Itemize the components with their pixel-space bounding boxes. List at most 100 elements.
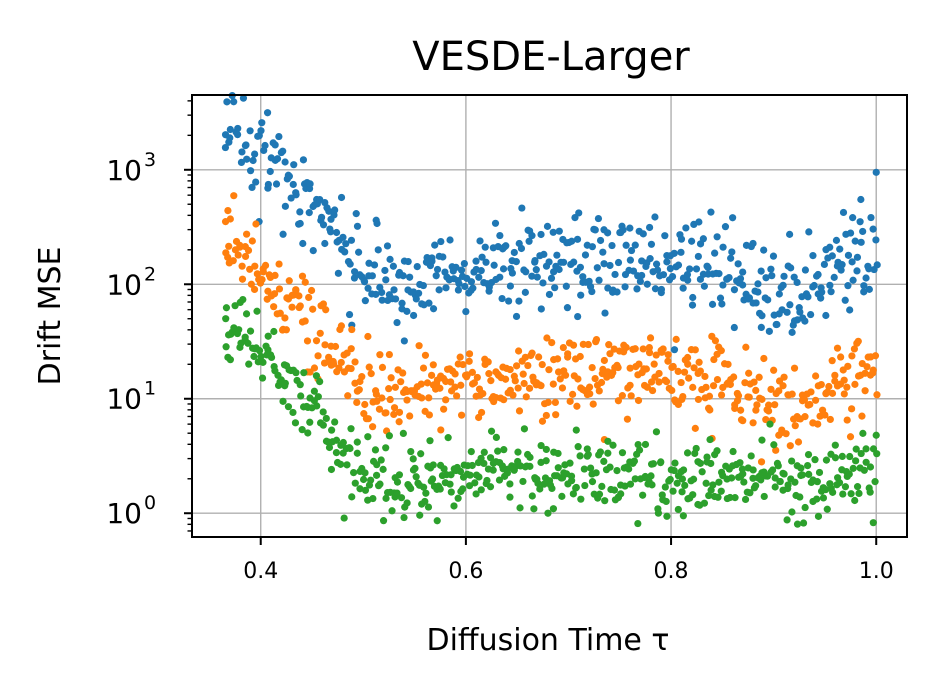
data-point bbox=[313, 402, 321, 410]
data-point bbox=[239, 295, 247, 304]
data-point bbox=[548, 484, 556, 493]
data-point bbox=[606, 463, 614, 471]
data-point bbox=[364, 433, 372, 441]
data-point bbox=[584, 340, 592, 349]
data-point bbox=[823, 505, 831, 513]
data-point bbox=[652, 260, 661, 268]
data-point bbox=[664, 351, 672, 359]
y-tick-label: 10 bbox=[106, 383, 142, 416]
data-point bbox=[521, 353, 529, 361]
data-point bbox=[804, 293, 812, 301]
data-point bbox=[840, 390, 848, 398]
data-point bbox=[281, 314, 289, 322]
data-point bbox=[652, 351, 660, 359]
data-point bbox=[451, 370, 459, 378]
data-point bbox=[485, 287, 493, 295]
data-point bbox=[243, 230, 251, 238]
data-point bbox=[285, 277, 293, 285]
series-orange bbox=[221, 192, 881, 466]
x-tick-label: 0.4 bbox=[243, 559, 278, 584]
data-point bbox=[395, 418, 403, 426]
data-point bbox=[614, 397, 623, 405]
data-point bbox=[398, 299, 406, 307]
data-point bbox=[598, 482, 606, 491]
data-point bbox=[342, 240, 350, 248]
data-point bbox=[512, 312, 521, 321]
data-point bbox=[606, 350, 614, 358]
data-point bbox=[696, 459, 704, 467]
data-point bbox=[367, 370, 375, 378]
data-point bbox=[708, 300, 717, 308]
data-point bbox=[745, 294, 754, 302]
data-point bbox=[348, 493, 356, 501]
data-point bbox=[399, 272, 407, 280]
data-point bbox=[257, 352, 265, 361]
data-point bbox=[595, 276, 603, 284]
data-point bbox=[851, 496, 859, 505]
data-point bbox=[694, 252, 702, 261]
data-point bbox=[710, 355, 718, 364]
data-point bbox=[236, 241, 244, 250]
data-point bbox=[608, 241, 616, 250]
data-point bbox=[455, 280, 463, 288]
data-point bbox=[437, 237, 445, 246]
data-point bbox=[670, 249, 678, 257]
data-point bbox=[347, 236, 356, 244]
data-point bbox=[330, 360, 338, 368]
data-point bbox=[631, 345, 639, 353]
data-point bbox=[337, 322, 346, 330]
data-point bbox=[429, 305, 438, 313]
data-point bbox=[805, 228, 813, 236]
data-point bbox=[662, 378, 671, 386]
data-point bbox=[409, 455, 417, 463]
data-point bbox=[526, 462, 534, 470]
data-point bbox=[753, 401, 761, 409]
data-point bbox=[775, 387, 783, 395]
data-point bbox=[648, 386, 657, 395]
data-point bbox=[544, 398, 552, 406]
data-point bbox=[322, 306, 330, 314]
data-point bbox=[542, 457, 550, 465]
data-point bbox=[626, 364, 634, 372]
data-point bbox=[478, 253, 486, 261]
data-point bbox=[310, 387, 318, 395]
data-point bbox=[561, 371, 570, 379]
data-point bbox=[297, 392, 305, 400]
data-point bbox=[353, 398, 361, 407]
data-point bbox=[436, 485, 444, 493]
data-point bbox=[779, 382, 787, 390]
data-point bbox=[871, 352, 880, 360]
data-point bbox=[351, 479, 359, 487]
data-point bbox=[351, 358, 359, 366]
data-point bbox=[224, 253, 232, 261]
data-point bbox=[600, 260, 608, 268]
x-tick-label: 0.6 bbox=[448, 559, 483, 584]
data-point bbox=[745, 369, 753, 377]
data-point bbox=[331, 418, 339, 426]
data-point bbox=[855, 489, 863, 498]
y-axis-label: Drift MSE bbox=[33, 247, 68, 386]
data-point bbox=[584, 450, 592, 459]
data-point bbox=[489, 466, 497, 474]
data-point bbox=[467, 447, 475, 456]
data-point bbox=[684, 276, 692, 284]
data-point bbox=[281, 379, 289, 387]
data-point bbox=[760, 354, 768, 363]
data-point bbox=[339, 233, 347, 241]
data-point bbox=[728, 248, 736, 256]
chart-title: VESDE-Larger bbox=[412, 34, 690, 80]
data-point bbox=[300, 369, 308, 377]
data-point bbox=[281, 158, 289, 166]
data-point bbox=[506, 282, 514, 290]
data-point bbox=[869, 225, 877, 233]
data-point bbox=[833, 344, 842, 352]
data-point bbox=[486, 483, 495, 491]
data-point bbox=[646, 334, 655, 342]
data-point bbox=[814, 270, 822, 279]
data-point bbox=[335, 364, 343, 372]
data-point bbox=[674, 367, 682, 375]
data-point bbox=[415, 342, 423, 350]
data-point bbox=[719, 281, 727, 289]
data-point bbox=[392, 295, 400, 303]
